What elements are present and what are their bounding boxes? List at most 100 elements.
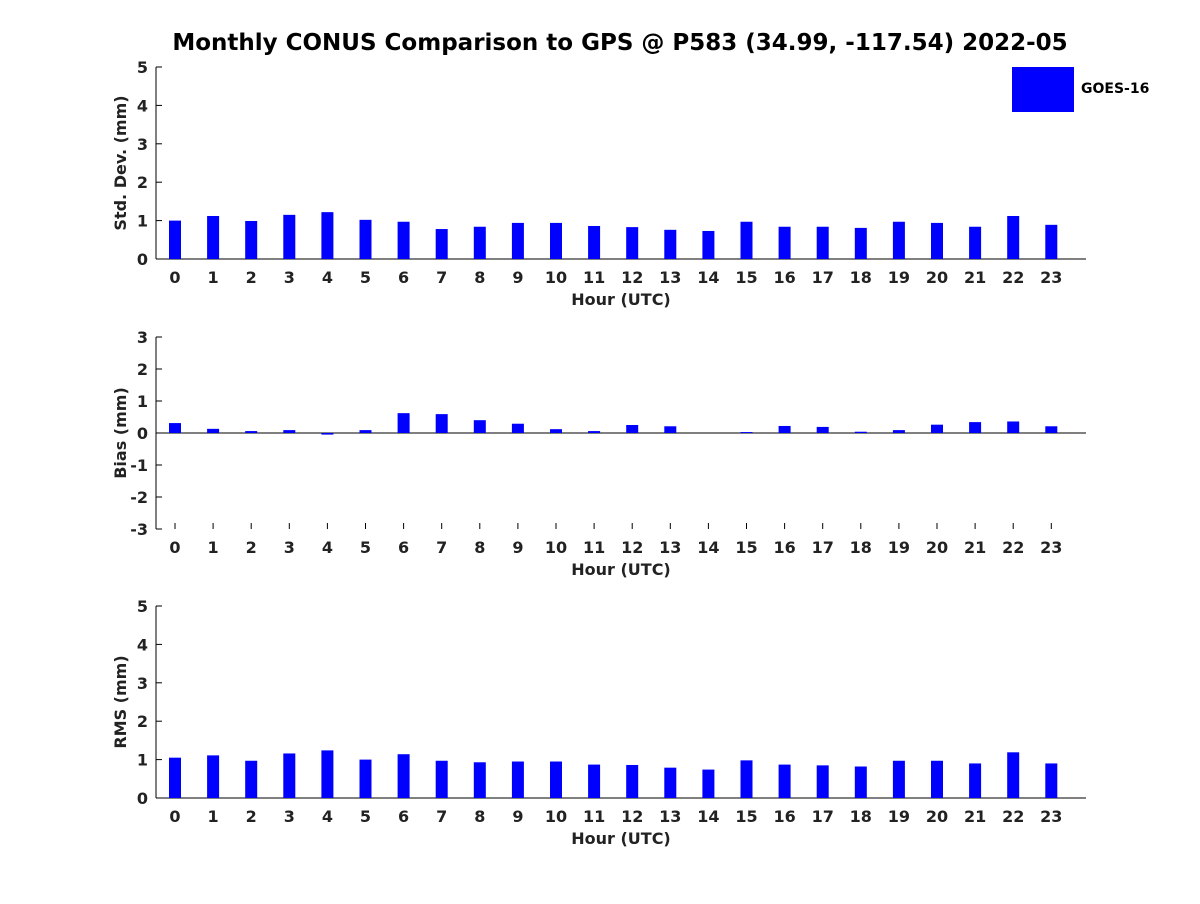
x-tick-label: 23	[1040, 538, 1062, 557]
bar	[1045, 224, 1058, 259]
x-axis-label: Hour (UTC)	[571, 560, 671, 579]
bar	[245, 431, 258, 433]
bar	[207, 215, 220, 259]
bar	[207, 428, 220, 433]
x-tick-label: 19	[888, 268, 910, 287]
bar	[778, 226, 791, 259]
bar	[892, 221, 905, 259]
legend-label: GOES-16	[1081, 81, 1150, 97]
legend-swatch	[1012, 67, 1074, 112]
x-tick-label: 3	[284, 538, 295, 557]
bar	[1007, 215, 1020, 259]
bar	[626, 425, 639, 433]
bar	[854, 766, 867, 798]
bar	[283, 430, 296, 433]
y-tick-label: -2	[130, 488, 148, 507]
x-tick-label: 12	[621, 807, 643, 826]
y-tick-label: 0	[137, 250, 148, 269]
bar	[931, 424, 943, 433]
x-tick-label: 19	[888, 538, 910, 557]
bar	[321, 433, 334, 435]
x-tick-label: 4	[322, 268, 333, 287]
bar	[550, 761, 562, 798]
x-tick-label: 13	[659, 538, 681, 557]
x-tick-label: 21	[964, 807, 986, 826]
bar	[245, 760, 258, 798]
x-tick-label: 22	[1002, 807, 1024, 826]
x-tick-label: 1	[208, 268, 219, 287]
bar	[359, 759, 372, 798]
x-tick-label: 14	[697, 538, 719, 557]
x-tick-label: 14	[697, 807, 719, 826]
x-tick-label: 8	[474, 538, 485, 557]
bar	[588, 764, 601, 798]
x-tick-label: 3	[284, 268, 295, 287]
x-tick-label: 11	[583, 538, 605, 557]
y-tick-label: 5	[137, 58, 148, 77]
x-tick-label: 8	[474, 268, 485, 287]
bar	[550, 222, 562, 259]
x-tick-label: 5	[360, 268, 371, 287]
x-tick-label: 0	[169, 807, 180, 826]
bar	[778, 764, 791, 798]
bar	[397, 413, 410, 433]
bar	[778, 425, 791, 433]
x-tick-label: 4	[322, 807, 333, 826]
x-tick-label: 5	[360, 807, 371, 826]
x-tick-label: 15	[735, 268, 757, 287]
x-tick-label: 9	[512, 538, 523, 557]
x-tick-label: 18	[850, 268, 872, 287]
bar	[588, 225, 601, 259]
bar	[397, 754, 410, 798]
x-tick-label: 20	[926, 268, 948, 287]
bar	[892, 760, 905, 798]
bar	[664, 229, 677, 259]
x-tick-label: 17	[812, 268, 834, 287]
bar	[435, 229, 448, 259]
bar	[588, 431, 601, 433]
y-tick-label: 5	[137, 597, 148, 616]
bar	[245, 220, 258, 259]
bar	[816, 765, 829, 798]
y-tick-label: 3	[137, 674, 148, 693]
x-tick-label: 6	[398, 807, 409, 826]
y-axis-label: Std. Dev. (mm)	[111, 95, 130, 230]
x-tick-label: 5	[360, 538, 371, 557]
bar	[664, 426, 677, 433]
x-tick-label: 10	[545, 807, 567, 826]
bar	[397, 221, 410, 259]
legend: GOES-16	[1012, 67, 1162, 113]
x-axis-label: Hour (UTC)	[571, 290, 671, 309]
y-tick-label: -3	[130, 520, 148, 539]
y-tick-label: 1	[137, 751, 148, 770]
bar	[1007, 752, 1020, 798]
x-tick-label: 18	[850, 538, 872, 557]
x-tick-label: 12	[621, 268, 643, 287]
x-tick-label: 23	[1040, 807, 1062, 826]
x-tick-label: 10	[545, 538, 567, 557]
x-tick-label: 2	[246, 807, 257, 826]
bar	[207, 755, 220, 798]
bar	[702, 769, 715, 798]
x-tick-label: 4	[322, 538, 333, 557]
bar	[321, 750, 334, 798]
x-tick-label: 10	[545, 268, 567, 287]
y-tick-label: 2	[137, 360, 148, 379]
bar	[816, 226, 829, 259]
bar	[359, 219, 372, 259]
x-tick-label: 12	[621, 538, 643, 557]
y-tick-label: -1	[130, 456, 148, 475]
bar	[321, 212, 334, 259]
x-tick-label: 7	[436, 268, 447, 287]
x-tick-label: 0	[169, 538, 180, 557]
x-tick-label: 9	[512, 268, 523, 287]
x-tick-label: 14	[697, 268, 719, 287]
x-tick-label: 2	[246, 538, 257, 557]
bar	[283, 214, 296, 259]
x-tick-label: 11	[583, 268, 605, 287]
x-tick-label: 20	[926, 807, 948, 826]
x-tick-label: 19	[888, 807, 910, 826]
bar	[816, 426, 829, 433]
x-tick-label: 6	[398, 538, 409, 557]
